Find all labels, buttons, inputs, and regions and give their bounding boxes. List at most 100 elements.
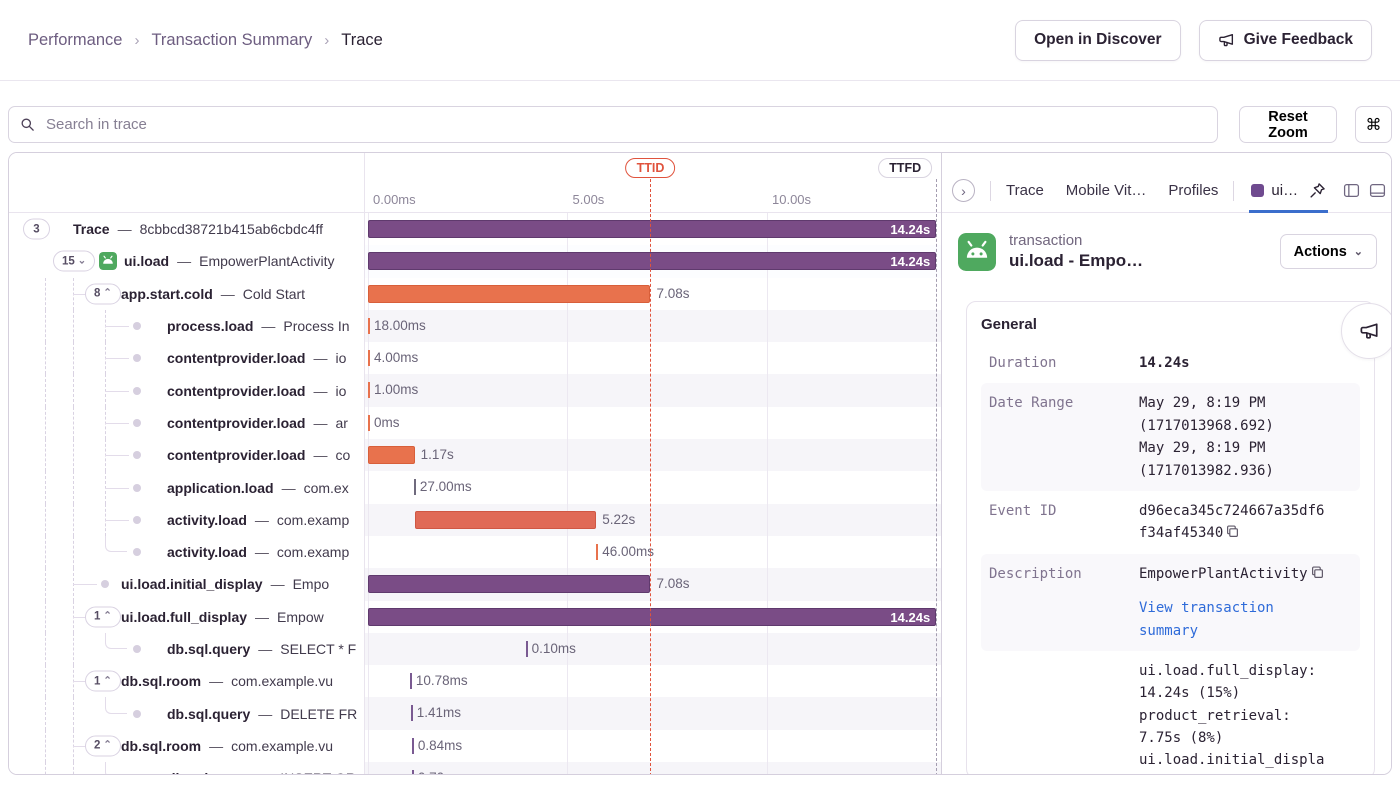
span-tree-cell: 15 ⌄ ui.load — EmpowerPlantActivity (9, 245, 364, 278)
span-tick[interactable] (409, 673, 412, 690)
span-description: 8cbbcd38721b415ab6cbdc4ff (139, 221, 324, 238)
child-count-badge[interactable]: 1 ⌃ (85, 606, 121, 628)
span-tree-cell: contentprovider.load — co (9, 439, 364, 472)
span-row[interactable]: 2 ⌃ db.sql.room — com.example.vu 0.84ms (9, 729, 941, 763)
span-tick[interactable] (411, 770, 414, 774)
span-row[interactable]: 8 ⌃ app.start.cold — Cold Start 7.08s (9, 277, 941, 310)
reset-zoom-button[interactable]: Reset Zoom (1239, 106, 1337, 143)
command-shortcut-button[interactable]: ⌘ (1355, 106, 1392, 143)
span-description: ar (335, 414, 348, 431)
child-count-badge[interactable]: 1 ⌃ (85, 670, 121, 692)
span-label: application.load — com.ex (167, 471, 349, 503)
dash-separator: — (270, 576, 285, 593)
open-in-discover-button[interactable]: Open in Discover (1015, 19, 1181, 61)
view-transaction-summary-link[interactable]: View transaction summary (1139, 600, 1283, 639)
pin-tab-icon[interactable] (1309, 182, 1326, 199)
span-timeline-cell[interactable]: 0ms (364, 406, 941, 440)
span-row[interactable]: contentprovider.load — co 1.17s (9, 439, 941, 472)
collapse-drawer-icon[interactable]: › (952, 179, 975, 202)
span-tick[interactable] (525, 640, 528, 657)
tree-timeline-divider[interactable] (364, 153, 365, 774)
span-op: activity.load (167, 544, 247, 561)
span-tick[interactable] (596, 543, 599, 560)
duration-label: 5.22s (602, 511, 636, 527)
span-timeline-cell[interactable]: 14.24s (364, 600, 941, 633)
tab-ui-load[interactable]: ui… (1251, 182, 1298, 199)
span-row[interactable]: db.sql.query — DELETE FR 1.41ms (9, 697, 941, 730)
span-row[interactable]: 15 ⌄ ui.load — EmpowerPlantActivity 14.24s (9, 245, 941, 278)
span-bar[interactable]: 14.24s (368, 252, 937, 271)
dash-separator: — (258, 705, 273, 722)
copy-icon[interactable] (1226, 525, 1239, 538)
give-feedback-button[interactable]: Give Feedback (1198, 19, 1372, 61)
copy-icon[interactable] (1311, 566, 1324, 579)
span-tick[interactable] (368, 382, 370, 399)
span-timeline-cell[interactable]: 5.22s (364, 503, 941, 536)
duration-label: 1.17s (420, 447, 454, 463)
span-timeline-cell[interactable]: 1.00ms (364, 374, 941, 407)
tab-profiles[interactable]: Profiles (1168, 182, 1219, 199)
span-bar[interactable] (368, 575, 651, 594)
breadcrumb-performance[interactable]: Performance (28, 30, 123, 49)
span-timeline-cell[interactable]: 10.78ms (364, 665, 941, 698)
span-row[interactable]: 1 ⌃ db.sql.room — com.example.vu 10.78ms (9, 665, 941, 698)
span-row[interactable]: db.sql.query — SELECT * F 0.10ms (9, 632, 941, 666)
child-count-badge[interactable]: 15 ⌄ (53, 250, 96, 272)
search-in-trace-field[interactable] (8, 106, 1218, 143)
span-row[interactable]: contentprovider.load — ar 0ms (9, 406, 941, 440)
span-tick[interactable] (413, 479, 416, 496)
tab-trace[interactable]: Trace (1006, 182, 1044, 199)
span-tree-cell: db.sql.query — SELECT * F (9, 632, 364, 666)
span-timeline-cell[interactable]: 7.08s (364, 568, 941, 601)
span-timeline-cell[interactable]: 4.00ms (364, 342, 941, 375)
span-rows: 3 Trace — 8cbbcd38721b415ab6cbdc4ff 14.24s 15… (9, 213, 941, 774)
span-row[interactable]: process.load — Process In 18.00ms (9, 309, 941, 343)
field-label: Duration (989, 355, 1057, 371)
span-timeline-cell[interactable]: 0.70ms (364, 762, 941, 774)
span-timeline-cell[interactable]: 1.17s (364, 439, 941, 472)
span-timeline-cell[interactable]: 27.00ms (364, 471, 941, 504)
span-timeline-cell[interactable]: 7.08s (364, 277, 941, 310)
span-row[interactable]: contentprovider.load — io 4.00ms (9, 342, 941, 375)
span-tick[interactable] (411, 737, 414, 754)
span-timeline-cell[interactable]: 14.24s (364, 245, 941, 278)
span-row[interactable]: contentprovider.load — io 1.00ms (9, 374, 941, 407)
layout-left-icon[interactable] (1343, 182, 1360, 199)
breadcrumb-transaction-summary[interactable]: Transaction Summary (151, 30, 313, 49)
span-row[interactable]: ui.load.initial_display — Empo 7.08s (9, 568, 941, 601)
span-bar[interactable]: 14.24s (368, 607, 937, 626)
search-input[interactable] (44, 115, 1206, 134)
span-tick[interactable] (368, 414, 370, 431)
span-row[interactable]: 3 Trace — 8cbbcd38721b415ab6cbdc4ff 14.24s (9, 213, 941, 246)
span-op: contentprovider.load (167, 382, 306, 399)
span-timeline-cell[interactable]: 46.00ms (364, 535, 941, 569)
span-bar[interactable]: 14.24s (368, 220, 937, 238)
actions-button[interactable]: Actions ⌄ (1279, 234, 1377, 269)
span-timeline-cell[interactable]: 0.84ms (364, 729, 941, 763)
span-timeline-cell[interactable]: 14.24s (364, 213, 941, 246)
child-count-badge[interactable]: 2 ⌃ (85, 735, 121, 757)
tab-mobile-vit-[interactable]: Mobile Vit… (1065, 182, 1147, 199)
span-bar[interactable] (368, 446, 415, 465)
span-timeline-cell[interactable]: 0.10ms (364, 632, 941, 666)
ttfd-marker-badge[interactable]: TTFD (878, 158, 933, 178)
span-bar[interactable] (414, 510, 597, 529)
span-tree-cell: db.sql.query — INSERT OR (9, 762, 364, 774)
span-timeline-cell[interactable]: 1.41ms (364, 697, 941, 730)
span-tick[interactable] (368, 317, 370, 334)
span-tick[interactable] (410, 705, 413, 722)
span-row[interactable]: activity.load — com.examp 46.00ms (9, 535, 941, 569)
span-tree-cell: contentprovider.load — io (9, 374, 364, 407)
span-row[interactable]: application.load — com.ex 27.00ms (9, 471, 941, 504)
span-tick[interactable] (368, 350, 370, 367)
span-row[interactable]: db.sql.query — INSERT OR 0.70ms (9, 762, 941, 774)
ttid-marker-badge[interactable]: TTID (625, 158, 676, 178)
span-row[interactable]: activity.load — com.examp 5.22s (9, 503, 941, 536)
child-count-badge[interactable]: 8 ⌃ (85, 283, 121, 305)
layout-bottom-icon[interactable] (1369, 182, 1386, 199)
span-bar[interactable] (368, 284, 651, 303)
child-count-badge[interactable]: 3 (23, 218, 50, 240)
span-timeline-cell[interactable]: 18.00ms (364, 309, 941, 343)
span-row[interactable]: 1 ⌃ ui.load.full_display — Empow 14.24s (9, 600, 941, 633)
feedback-float-button[interactable] (1341, 303, 1391, 359)
